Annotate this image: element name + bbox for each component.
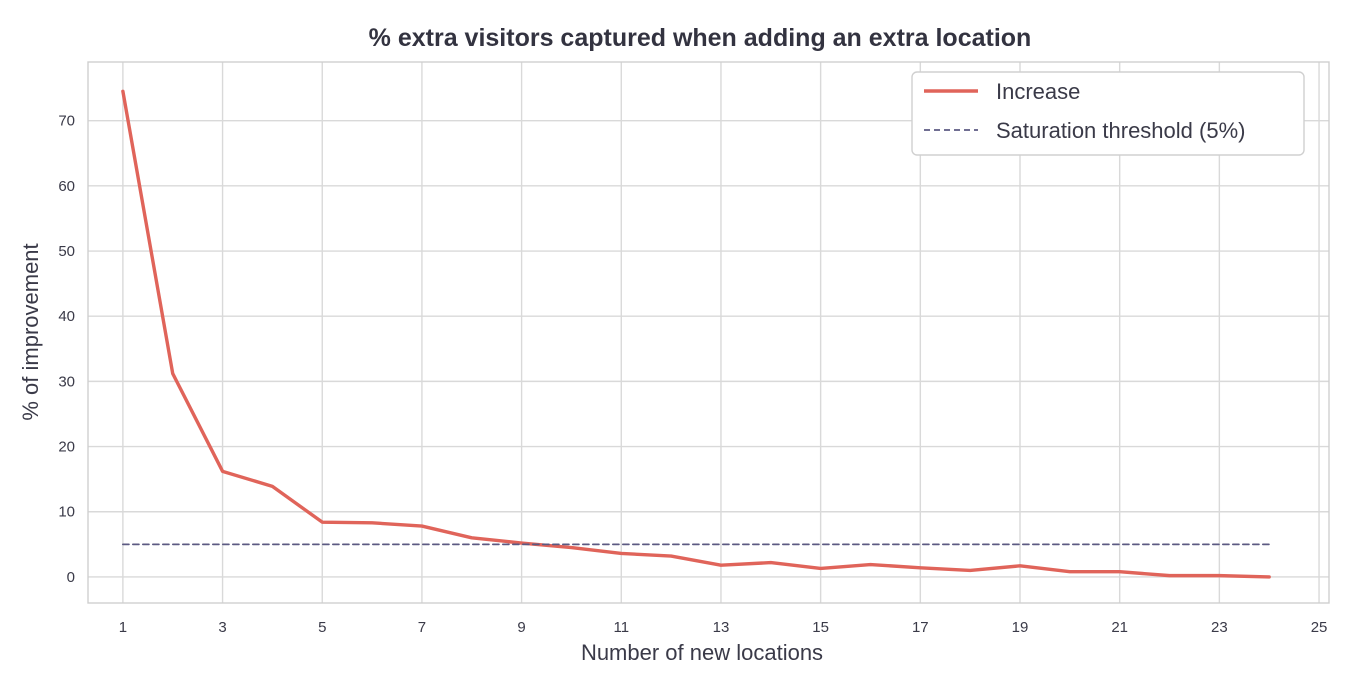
x-tick-label: 19 bbox=[1012, 619, 1029, 636]
x-tick-label: 15 bbox=[812, 619, 829, 636]
y-tick-label: 20 bbox=[58, 439, 75, 456]
y-tick-label: 40 bbox=[58, 308, 75, 325]
x-tick-label: 9 bbox=[517, 619, 525, 636]
x-tick-label: 1 bbox=[119, 619, 127, 636]
x-tick-label: 3 bbox=[218, 619, 226, 636]
y-tick-label: 10 bbox=[58, 504, 75, 521]
plot-frame bbox=[87, 61, 1330, 604]
x-tick-label: 25 bbox=[1311, 619, 1328, 636]
chart-title: % extra visitors captured when adding an… bbox=[369, 24, 1032, 52]
x-tick-label: 7 bbox=[418, 619, 426, 636]
x-tick-label: 23 bbox=[1211, 619, 1228, 636]
y-axis-ticks: 0 10 20 30 40 50 60 70 bbox=[58, 113, 75, 586]
x-axis-ticks: 1 3 5 7 9 11 13 15 17 19 21 23 25 bbox=[119, 619, 1328, 636]
series-line-increase bbox=[121, 89, 1271, 579]
x-tick-label: 11 bbox=[613, 619, 629, 636]
legend-label-saturation-threshold: Saturation threshold (5%) bbox=[996, 118, 1245, 143]
legend: Increase Saturation threshold (5%) bbox=[911, 71, 1305, 156]
y-axis-label: % of improvement bbox=[18, 243, 43, 420]
legend-label-increase: Increase bbox=[996, 79, 1080, 104]
x-tick-label: 17 bbox=[912, 619, 929, 636]
x-tick-label: 21 bbox=[1111, 619, 1128, 636]
x-tick-label: 13 bbox=[713, 619, 730, 636]
x-axis-label: Number of new locations bbox=[581, 640, 823, 665]
y-tick-label: 0 bbox=[67, 569, 75, 586]
y-tick-label: 50 bbox=[58, 243, 75, 260]
y-tick-label: 60 bbox=[58, 178, 75, 195]
x-tick-label: 5 bbox=[318, 619, 326, 636]
legend-box bbox=[911, 71, 1305, 156]
y-tick-label: 70 bbox=[58, 113, 75, 130]
y-tick-label: 30 bbox=[58, 373, 75, 390]
series-layer bbox=[121, 89, 1271, 579]
